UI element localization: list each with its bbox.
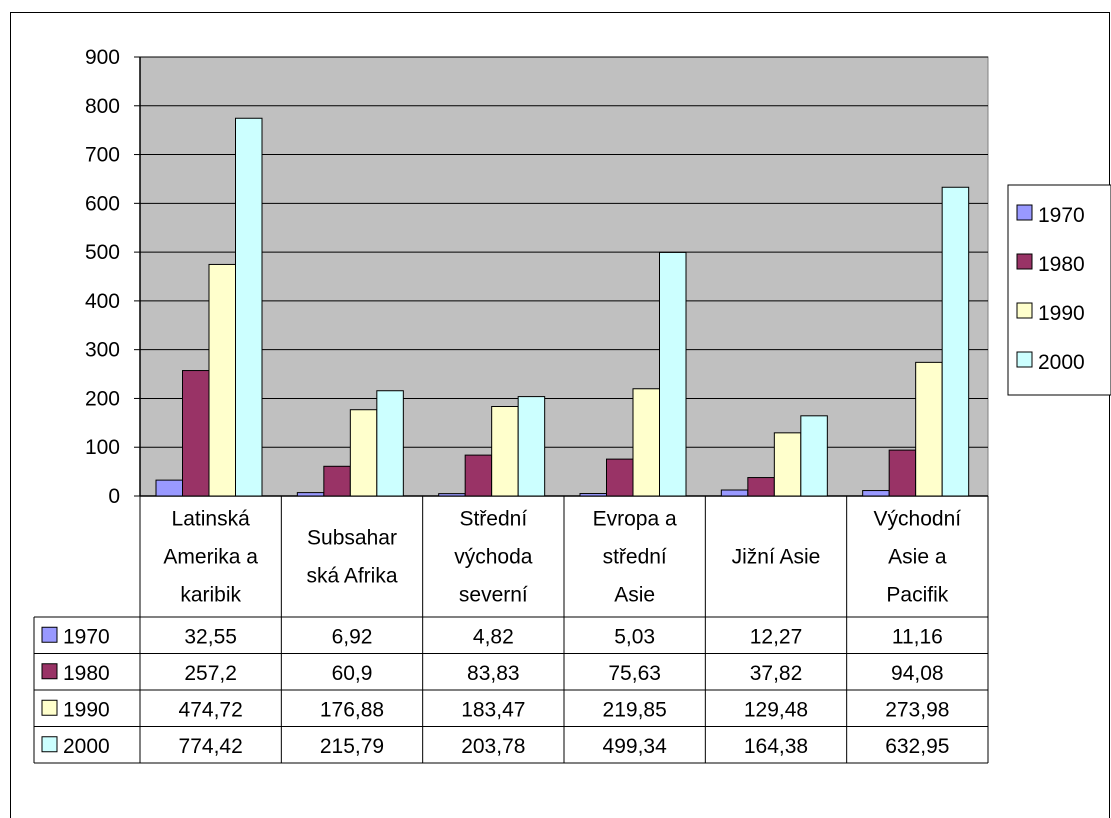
category-label: Evropa a	[593, 508, 677, 531]
bar	[208, 263, 236, 497]
table-cell: 257,2	[184, 662, 237, 685]
legend-label: 1980	[1038, 253, 1085, 276]
category-label: Amerika a	[163, 546, 258, 569]
category-label: Asie a	[888, 546, 947, 569]
y-tick-label: 0	[108, 485, 120, 508]
table-cell: 83,83	[467, 662, 520, 685]
legend-label: 1990	[1038, 302, 1085, 325]
plot-area	[139, 56, 989, 497]
bar	[155, 479, 183, 497]
table-cell: 203,78	[461, 735, 525, 758]
category-label: Latinská	[172, 508, 251, 531]
category-label: severní	[459, 584, 528, 607]
bar	[491, 406, 519, 497]
bar	[579, 493, 607, 497]
bar	[464, 454, 493, 497]
legend-key	[1016, 204, 1033, 221]
category-label: Asie	[614, 584, 655, 607]
category-label: Střední	[459, 508, 527, 531]
bar	[720, 489, 749, 497]
bar	[915, 361, 943, 497]
table-row-header: 2000	[63, 735, 110, 758]
table-cell: 219,85	[603, 698, 667, 721]
bar	[747, 477, 775, 497]
bar	[349, 409, 378, 497]
y-tick-label: 100	[85, 436, 120, 459]
table-cell: 6,92	[332, 625, 373, 648]
legend-label: 2000	[1038, 351, 1085, 374]
bar	[773, 432, 802, 497]
table-row-header: 1980	[63, 662, 110, 685]
table-cell: 129,48	[744, 698, 808, 721]
table-cell: 215,79	[320, 735, 384, 758]
bar	[517, 396, 546, 497]
table-cell: 273,98	[885, 698, 949, 721]
table-legend-key	[41, 626, 58, 643]
table-row-header: 1970	[63, 625, 110, 648]
bar	[800, 415, 828, 497]
table-cell: 75,63	[608, 662, 661, 685]
category-label: karibik	[180, 584, 241, 607]
table-cell: 94,08	[891, 662, 944, 685]
category-label: Východní	[874, 508, 962, 531]
y-tick-label: 900	[85, 46, 120, 69]
y-tick-label: 200	[85, 387, 120, 410]
table-cell: 11,16	[892, 625, 943, 648]
table-cell: 37,82	[750, 662, 803, 685]
table-cell: 632,95	[885, 735, 949, 758]
bar	[606, 458, 634, 497]
table-legend-key	[41, 699, 58, 716]
bar	[888, 449, 917, 497]
bar	[182, 370, 210, 497]
table-cell: 12,27	[750, 625, 803, 648]
table-cell: 474,72	[179, 698, 243, 721]
legend-key	[1016, 302, 1033, 319]
table-cell: 4,82	[473, 625, 514, 648]
bar	[862, 490, 890, 497]
table-row-header: 1990	[63, 698, 110, 721]
table-cell: 32,55	[184, 625, 237, 648]
bar	[376, 390, 404, 497]
bar	[323, 465, 351, 497]
legend-label: 1970	[1038, 204, 1085, 227]
y-tick-label: 500	[85, 241, 120, 264]
y-tick-label: 300	[85, 339, 120, 362]
table-legend-key	[41, 736, 58, 753]
table-legend-key	[41, 663, 58, 680]
table-cell: 499,34	[603, 735, 668, 758]
category-label: ská Afrika	[306, 565, 397, 588]
bar	[659, 251, 687, 497]
chart-frame	[10, 12, 1110, 818]
table-cell: 774,42	[179, 735, 243, 758]
bar	[296, 492, 325, 497]
legend-key	[1016, 351, 1033, 368]
category-label: Jižní Asie	[732, 546, 821, 569]
category-label: Pacifik	[886, 584, 948, 607]
bar	[632, 388, 660, 497]
bar	[941, 186, 970, 497]
category-label: východa	[454, 546, 533, 569]
y-tick-label: 700	[85, 144, 120, 167]
bar	[235, 117, 263, 497]
category-label: Subsahar	[307, 527, 397, 550]
category-label: střední	[603, 546, 667, 569]
table-cell: 60,9	[332, 662, 373, 685]
table-cell: 183,47	[461, 698, 525, 721]
table-cell: 5,03	[614, 625, 655, 648]
bar	[438, 493, 466, 497]
table-cell: 164,38	[744, 735, 808, 758]
y-tick-label: 400	[85, 290, 120, 313]
y-tick-label: 600	[85, 192, 120, 215]
table-cell: 176,88	[320, 698, 384, 721]
y-tick-label: 800	[85, 95, 120, 118]
legend-key	[1016, 253, 1033, 270]
